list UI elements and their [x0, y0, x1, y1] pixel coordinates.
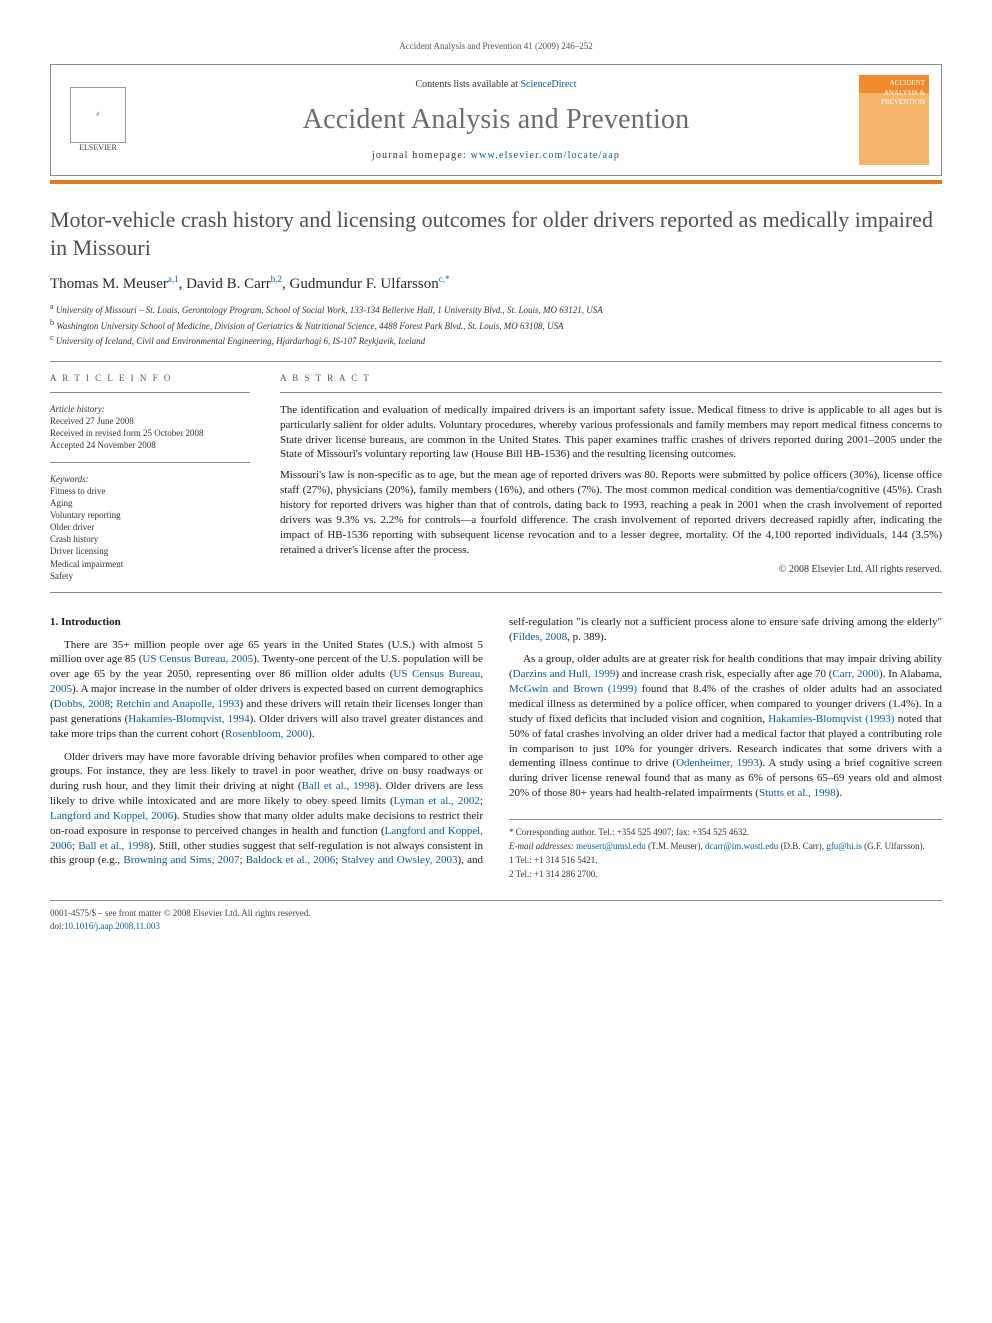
citation-link[interactable]: Hakamies-Blomqvist (1993) — [768, 713, 894, 725]
keyword: Medical impairment — [50, 558, 250, 570]
history-head: Article history: — [50, 403, 250, 415]
front-matter-line: 0001-4575/$ – see front matter © 2008 El… — [50, 907, 942, 919]
rule — [50, 462, 250, 463]
homepage-prefix: journal homepage: — [372, 150, 471, 161]
citation-link[interactable]: Rosenbloom, 2000 — [225, 728, 308, 740]
rule — [50, 361, 942, 362]
history-line: Received 27 June 2008 — [50, 415, 250, 427]
keywords-head: Keywords: — [50, 473, 250, 485]
elsevier-tree-icon: ⸙ — [70, 87, 126, 143]
email-link[interactable]: gfu@hi.is — [826, 841, 862, 851]
citation-link[interactable]: US Census Bureau, 2005 — [50, 668, 483, 695]
author-list: Thomas M. Meusera,1, David B. Carrb,2, G… — [50, 273, 942, 294]
elsevier-label: ELSEVIER — [79, 143, 117, 154]
keyword: Fitness to drive — [50, 485, 250, 497]
emails-label: E-mail addresses: — [509, 841, 574, 851]
author: David B. Carrb,2 — [186, 276, 282, 292]
author: Thomas M. Meusera,1 — [50, 276, 179, 292]
section-number: 1. — [50, 616, 58, 628]
tel-2: 2 Tel.: +1 314 286 2700. — [509, 868, 942, 880]
footnotes: * Corresponding author. Tel.: +354 525 4… — [509, 819, 942, 881]
doi-label: doi: — [50, 921, 64, 931]
citation-link[interactable]: McGwin and Brown (1999) — [509, 683, 637, 695]
affiliation: b Washington University School of Medici… — [50, 318, 942, 332]
journal-cover-thumb: ACCIDENT ANALYSIS & PREVENTION — [859, 75, 929, 165]
citation-link[interactable]: Stutts et al., 1998 — [759, 787, 836, 799]
citation-link[interactable]: Odenheimer, 1993 — [676, 757, 759, 769]
article-info-head: A R T I C L E I N F O — [50, 372, 250, 384]
citation-link[interactable]: Lyman et al., 2002 — [394, 795, 480, 807]
contents-available: Contents lists available at ScienceDirec… — [147, 78, 845, 92]
citation-link[interactable]: Carr, 2000 — [832, 668, 879, 680]
article-title: Motor-vehicle crash history and licensin… — [50, 206, 942, 261]
rule — [280, 392, 942, 393]
affiliation: a University of Missouri – St. Louis, Ge… — [50, 302, 942, 316]
section-title: Introduction — [61, 616, 121, 628]
keyword: Aging — [50, 497, 250, 509]
citation-link[interactable]: Hakamies-Blomqvist, 1994 — [128, 713, 249, 725]
homepage-link[interactable]: www.elsevier.com/locate/aap — [471, 150, 620, 161]
history-line: Received in revised form 25 October 2008 — [50, 427, 250, 439]
tel-1: 1 Tel.: +1 314 516 5421. — [509, 854, 942, 866]
citation-link[interactable]: US Census Bureau, 2005 — [142, 653, 253, 665]
history-line: Accepted 24 November 2008 — [50, 439, 250, 451]
author: Gudmundur F. Ulfarssonc,* — [289, 276, 449, 292]
keyword: Voluntary reporting — [50, 509, 250, 521]
section-heading: 1. Introduction — [50, 615, 483, 630]
rule — [50, 392, 250, 393]
citation-link[interactable]: Dobbs, 2008 — [54, 698, 110, 710]
keyword: Driver licensing — [50, 545, 250, 557]
body-paragraph: As a group, older adults are at greater … — [509, 652, 942, 800]
body-text: 1. Introduction There are 35+ million pe… — [50, 615, 942, 881]
citation-link[interactable]: Browning and Sims, 2007 — [123, 854, 239, 866]
orange-rule — [50, 180, 942, 184]
abstract-head: A B S T R A C T — [280, 372, 942, 384]
email-link[interactable]: dcarr@im.wustl.edu — [705, 841, 778, 851]
masthead: ⸙ ELSEVIER Contents lists available at S… — [50, 64, 942, 176]
email-link[interactable]: meusert@umsl.edu — [576, 841, 646, 851]
keyword: Crash history — [50, 533, 250, 545]
citation-link[interactable]: Langford and Koppel, 2006 — [50, 810, 173, 822]
citation-link[interactable]: Stalvey and Owsley, 2003 — [342, 854, 458, 866]
doi-link[interactable]: 10.1016/j.aap.2008.11.003 — [64, 921, 160, 931]
rule — [50, 592, 942, 593]
abstract: A B S T R A C T The identification and e… — [280, 372, 942, 582]
citation-link[interactable]: Retchin and Anapolle, 1993 — [116, 698, 239, 710]
running-header: Accident Analysis and Prevention 41 (200… — [50, 40, 942, 52]
citation-link[interactable]: Fildes, 2008 — [513, 631, 567, 643]
abstract-paragraph: Missouri's law is non-specific as to age… — [280, 468, 942, 557]
keyword: Older driver — [50, 521, 250, 533]
affiliation: c University of Iceland, Civil and Envir… — [50, 333, 942, 347]
journal-homepage: journal homepage: www.elsevier.com/locat… — [147, 149, 845, 163]
citation-link[interactable]: Baldock et al., 2006 — [246, 854, 336, 866]
journal-name: Accident Analysis and Prevention — [147, 101, 845, 139]
citation-link[interactable]: Darzins and Hull, 1999 — [513, 668, 616, 680]
citation-link[interactable]: Ball et al., 1998 — [302, 780, 376, 792]
keyword: Safety — [50, 570, 250, 582]
elsevier-logo: ⸙ ELSEVIER — [63, 75, 133, 165]
abstract-paragraph: The identification and evaluation of med… — [280, 403, 942, 462]
front-matter-footer: 0001-4575/$ – see front matter © 2008 El… — [50, 900, 942, 931]
email-addresses: E-mail addresses: meusert@umsl.edu (T.M.… — [509, 840, 942, 852]
contents-prefix: Contents lists available at — [415, 79, 520, 90]
article-info: A R T I C L E I N F O Article history: R… — [50, 372, 250, 582]
corresponding-author: * Corresponding author. Tel.: +354 525 4… — [509, 826, 942, 838]
sciencedirect-link[interactable]: ScienceDirect — [520, 79, 576, 90]
body-paragraph: There are 35+ million people over age 65… — [50, 638, 483, 742]
copyright: © 2008 Elsevier Ltd. All rights reserved… — [280, 563, 942, 577]
affiliations: a University of Missouri – St. Louis, Ge… — [50, 302, 942, 346]
citation-link[interactable]: Ball et al., 1998 — [78, 840, 149, 852]
